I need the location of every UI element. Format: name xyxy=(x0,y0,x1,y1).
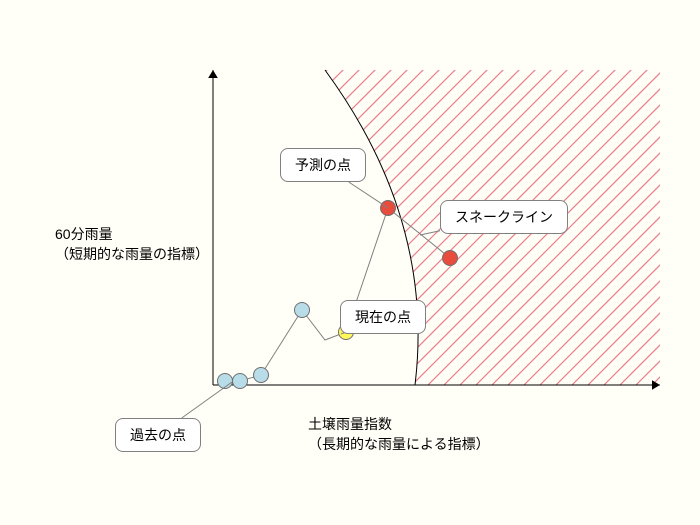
callout-predict-point: 予測の点 xyxy=(280,148,366,182)
y-axis-label: 60分雨量（短期的な雨量の指標） xyxy=(55,225,209,264)
callout-snake-line: スネークライン xyxy=(440,200,568,234)
diagram-stage: 60分雨量（短期的な雨量の指標） 土壌雨量指数（長期的な雨量による指標） 予測の… xyxy=(0,0,700,525)
callout-present-point: 現在の点 xyxy=(340,300,426,334)
x-axis-label: 土壌雨量指数（長期的な雨量による指標） xyxy=(308,415,490,454)
callout-past-point: 過去の点 xyxy=(115,418,201,452)
